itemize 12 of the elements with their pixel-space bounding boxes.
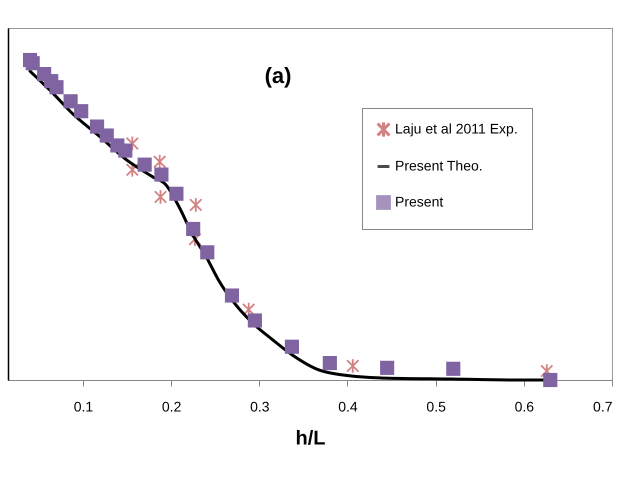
legend-label: Present Theo. — [395, 158, 483, 174]
x-tick-label: 0.5 — [426, 398, 446, 414]
x-tick-label: 0.7 — [593, 398, 613, 414]
x-tick-label: 0.2 — [162, 398, 182, 414]
legend-label: Present — [395, 194, 444, 210]
annotation: (a) — [264, 63, 292, 88]
x-tick-label: 0.6 — [514, 398, 534, 414]
x-tick-label: 0.1 — [74, 398, 94, 414]
legend-label: Laju et al 2011 Exp. — [395, 120, 518, 136]
x-tick-label: 0.4 — [338, 398, 358, 414]
x-axis-title: h/L — [296, 428, 326, 450]
x-tick-label: 0.3 — [250, 398, 270, 414]
